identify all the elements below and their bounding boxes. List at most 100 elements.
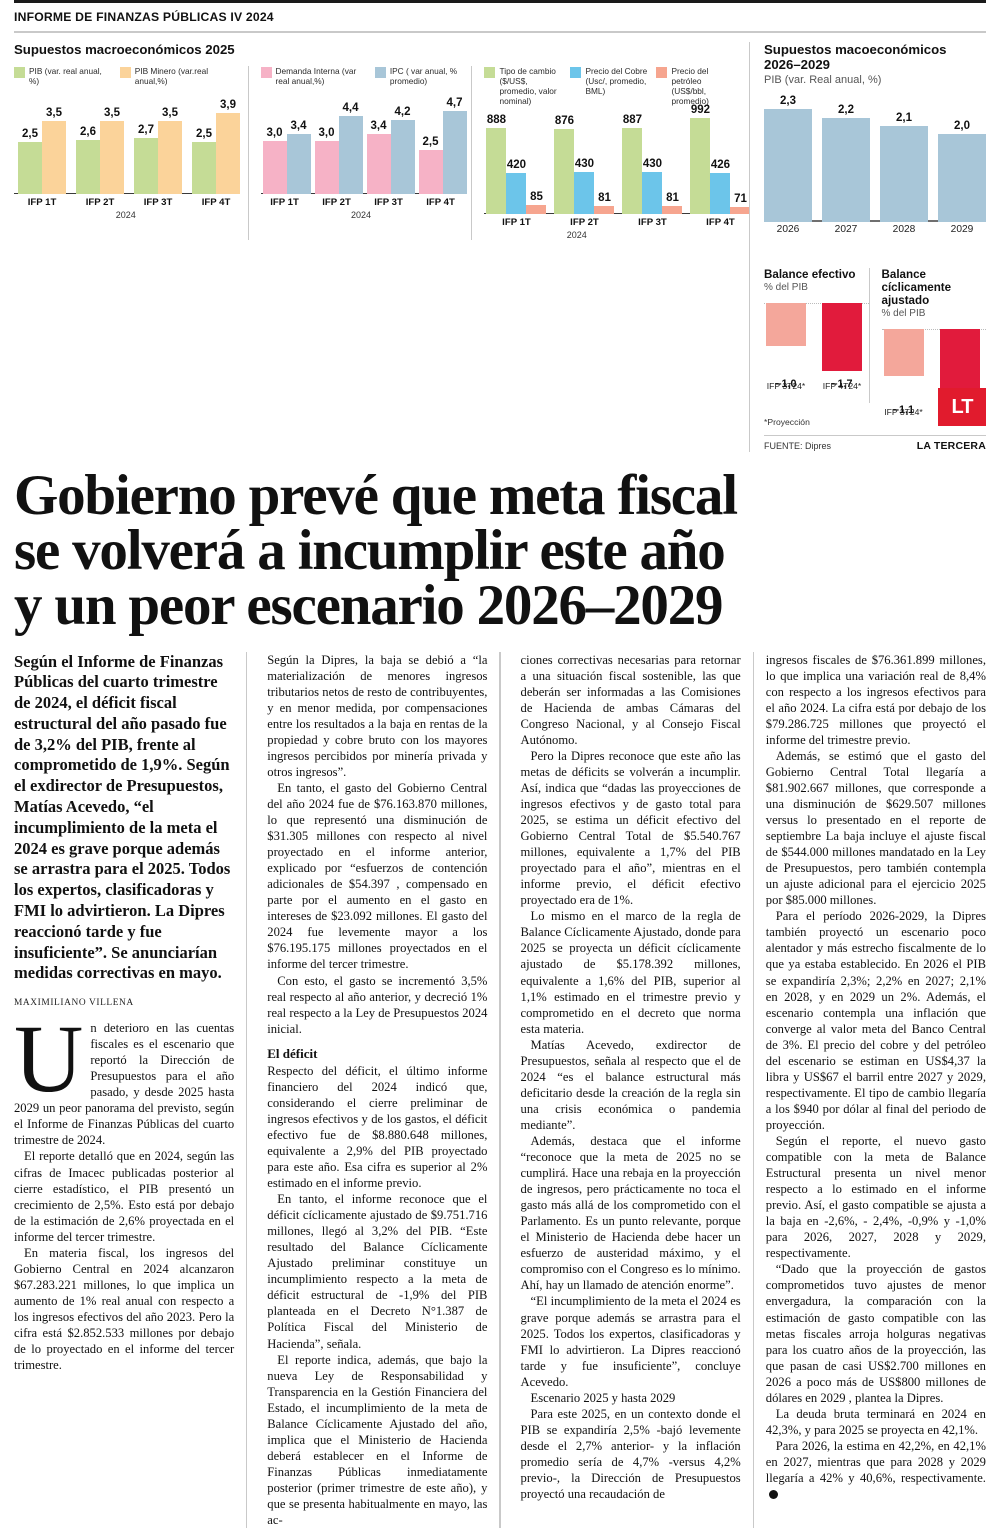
bar-cluster: 876 430 81 [554,114,615,215]
paragraph: En materia fiscal, los ingresos del Gobi… [14,1245,235,1373]
bar-value: 887 [622,114,643,127]
x-label: 2028 [892,223,916,235]
zero-line [764,302,869,304]
bar: 4,4 [338,102,363,194]
chart-demanda-ipc: Demanda Interna (var real anual,%) IPC (… [247,65,472,241]
bar-value: 2,5 [422,135,439,148]
bar: 2,3 2026 [764,95,812,235]
swatch-icon [484,66,496,78]
bar-value: 71 [734,193,747,206]
infographic: Supuestos macroeconómicos 2025 PIB (var.… [14,33,986,452]
bar-value: 85 [530,191,543,204]
bar: 888 [486,114,507,215]
paragraph: En tanto, el informe reconoce que el déf… [267,1192,488,1351]
bar: 3,5 [158,107,182,194]
bar-cluster: 887 430 81 [622,114,683,215]
column-1-body: U n deterioro en las cuentas fiscales es… [14,1011,235,1373]
paragraph: El reporte indica, además, que bajo la n… [267,1352,488,1528]
brand-label: LA TERCERA [916,439,986,452]
chart-group-row: PIB (var. real anual, %) PIB Minero (var… [14,65,751,241]
paragraph: Además, destaca que el informe “reconoce… [520,1133,741,1293]
bar-cluster: 3,0 4,4 [314,94,363,194]
bar-value: 992 [690,104,711,117]
bar-value: 430 [642,158,663,171]
x-axis [764,220,986,222]
column-4: ingresos fiscales de $76.361.899 millone… [766,652,986,1528]
legend-item: IPC ( var anual, % promedio) [374,65,462,86]
legend-item: Tipo de cambio ($/US$, promedio, valor n… [484,66,562,106]
swatch-icon [374,66,386,78]
bar-value: 3,4 [370,119,387,132]
chart-cambio-cobre-petroleo: Tipo de cambio ($/US$, promedio, valor n… [471,65,751,241]
x-label: IFP 4T [706,217,735,229]
bar: 81 [662,192,683,215]
paragraph: n deterioro en las cuentas fiscales es e… [14,1021,235,1148]
bar-value: 420 [506,159,527,172]
bar: 2,2 2027 [822,104,870,235]
x-label: IFP 3T [143,196,173,208]
bar: 876 [554,115,575,215]
legend-label: IPC ( var anual, % promedio) [389,65,458,86]
footnote: *Proyección [764,416,810,427]
bar: –1,7 IFP 4T24* [822,302,862,391]
legend-label: Demanda Interna (var real anual,%) [275,65,357,86]
bar-cluster: 888 420 85 [486,114,547,215]
x-label: 2029 [950,223,974,235]
legend-item: PIB (var. real anual, %) [14,66,110,86]
column-3: ciones correctivas necesarias para retor… [513,652,741,1528]
bar-value: 2,7 [138,123,154,136]
paragraph: “El incumplimiento de la meta el 2024 es… [520,1294,741,1389]
plot-pib-2026-2029: 2,3 2026 2,2 2027 2,1 2028 2,0 2029 [764,90,986,238]
x-label: IFP 2T [570,217,599,229]
legend-label: Precio del Cobre (Usc/, promedio, BML) [585,65,648,96]
bar: 3,0 [262,127,287,194]
newspaper-page: INFORME DE FINANZAS PÚBLICAS IV 2024 Sup… [14,0,986,1528]
swatch-icon [260,66,272,78]
bar: 2,5 [192,128,216,194]
paragraph: En tanto, el gasto del Gobierno Central … [267,780,488,972]
paragraph: Escenario 2025 y hasta 2029 [530,1390,676,1405]
x-label: IFP 4T [426,196,455,208]
paragraph: Según la Dipres, la baja se debió a “la … [267,652,488,779]
paragraph: Con esto, el gasto se incrementó 3,5% re… [267,973,488,1036]
source-row: FUENTE: Dipres LA TERCERA [764,436,986,452]
paragraph-text: Para 2026, la estima en 42,2%, en 42,1% … [765,1438,986,1485]
bar-value: 426 [710,159,731,172]
zero-line [881,328,986,330]
paragraph: ingresos fiscales de $76.361.899 millone… [765,652,986,747]
bar: 420 [506,159,527,215]
bar-cluster: 3,0 3,4 [262,94,311,194]
end-mark-icon [768,1490,778,1500]
right-panel-title: Supuestos macoeconómicos 2026–2029 [764,41,947,72]
bar-value: 3,0 [318,126,335,139]
paragraph: La deuda bruta terminará en 2024 en 42,3… [765,1406,986,1437]
paragraph: Según el reporte, el nuevo gasto compati… [765,1133,986,1261]
legend-label: Tipo de cambio ($/US$, promedio, valor n… [499,65,557,106]
lede-paragraph: Según el Informe de Finanzas Públicas de… [14,651,231,983]
paragraph: El reporte detalló que en 2024, según la… [14,1149,235,1244]
source-label: FUENTE: Dipres [764,440,832,451]
bar: 71 [730,193,751,215]
plot-pib: 2,5 3,5 2,6 3,5 2,7 3,5 2,5 [14,90,240,208]
swatch-icon [570,66,582,78]
paragraph: Además, se estimó que el gasto del Gobie… [765,748,986,908]
x-label: 2026 [776,223,800,235]
source-rule [764,434,986,436]
bar-value: –1,0 [775,377,797,390]
plot-balance-efectivo: –1,0 IFP 3T24* –1,7 IFP 4T24* [764,299,869,391]
top-rule [14,0,986,3]
bar: 887 [622,114,643,215]
bar-value: 4,4 [342,101,359,114]
bar: 4,7 [442,97,467,194]
bar-value: 2,5 [22,127,38,140]
bar-value: 2,1 [896,111,912,124]
bar-value: 876 [554,115,575,128]
bar: 430 [574,158,595,215]
column-2: Según la Dipres, la baja se debió a “la … [259,652,487,1528]
column-divider [246,651,248,1528]
bar-cluster: 2,6 3,5 [76,94,124,194]
legend-pib: PIB (var. real anual, %) PIB Minero (var… [14,66,238,86]
paragraph: Respecto del déficit, el último informe … [267,1063,488,1191]
balance-ajustado: Balance cíclicamente ajustado % del PIB … [868,267,986,417]
legend-demanda-ipc: Demanda Interna (var real anual,%) IPC (… [260,65,462,86]
